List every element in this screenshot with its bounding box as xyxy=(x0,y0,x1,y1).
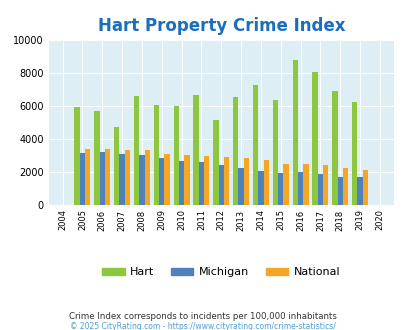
Bar xyxy=(331,91,337,205)
Bar xyxy=(159,158,164,205)
Bar xyxy=(114,127,119,205)
Bar xyxy=(303,164,308,205)
Bar xyxy=(277,173,283,205)
Bar xyxy=(243,158,249,205)
Bar xyxy=(351,102,356,205)
Bar xyxy=(164,154,169,205)
Bar xyxy=(173,106,179,205)
Bar xyxy=(258,171,263,205)
Bar xyxy=(292,60,297,205)
Bar xyxy=(119,154,124,205)
Bar xyxy=(218,165,224,205)
Bar xyxy=(342,168,347,205)
Bar xyxy=(139,155,144,205)
Bar xyxy=(283,164,288,205)
Bar xyxy=(94,111,99,205)
Bar xyxy=(224,157,229,205)
Bar xyxy=(85,148,90,205)
Bar xyxy=(134,96,139,205)
Bar xyxy=(193,95,198,205)
Text: Crime Index corresponds to incidents per 100,000 inhabitants: Crime Index corresponds to incidents per… xyxy=(69,312,336,321)
Bar xyxy=(124,150,130,205)
Bar xyxy=(79,153,85,205)
Bar xyxy=(311,72,317,205)
Bar xyxy=(232,97,238,205)
Bar xyxy=(362,170,367,205)
Bar xyxy=(74,107,79,205)
Bar xyxy=(213,120,218,205)
Bar xyxy=(184,155,189,205)
Bar xyxy=(99,152,104,205)
Title: Hart Property Crime Index: Hart Property Crime Index xyxy=(97,17,344,35)
Bar xyxy=(297,172,303,205)
Bar xyxy=(204,156,209,205)
Bar xyxy=(272,100,277,205)
Bar xyxy=(198,162,204,205)
Bar xyxy=(252,85,258,205)
Bar xyxy=(263,160,268,205)
Legend: Hart, Michigan, National: Hart, Michigan, National xyxy=(98,263,344,282)
Bar xyxy=(337,177,342,205)
Bar xyxy=(153,105,159,205)
Bar xyxy=(104,149,110,205)
Bar xyxy=(144,150,149,205)
Bar xyxy=(322,165,328,205)
Text: © 2025 CityRating.com - https://www.cityrating.com/crime-statistics/: © 2025 CityRating.com - https://www.city… xyxy=(70,322,335,330)
Bar xyxy=(238,168,243,205)
Bar xyxy=(179,161,184,205)
Bar xyxy=(356,178,362,205)
Bar xyxy=(317,174,322,205)
